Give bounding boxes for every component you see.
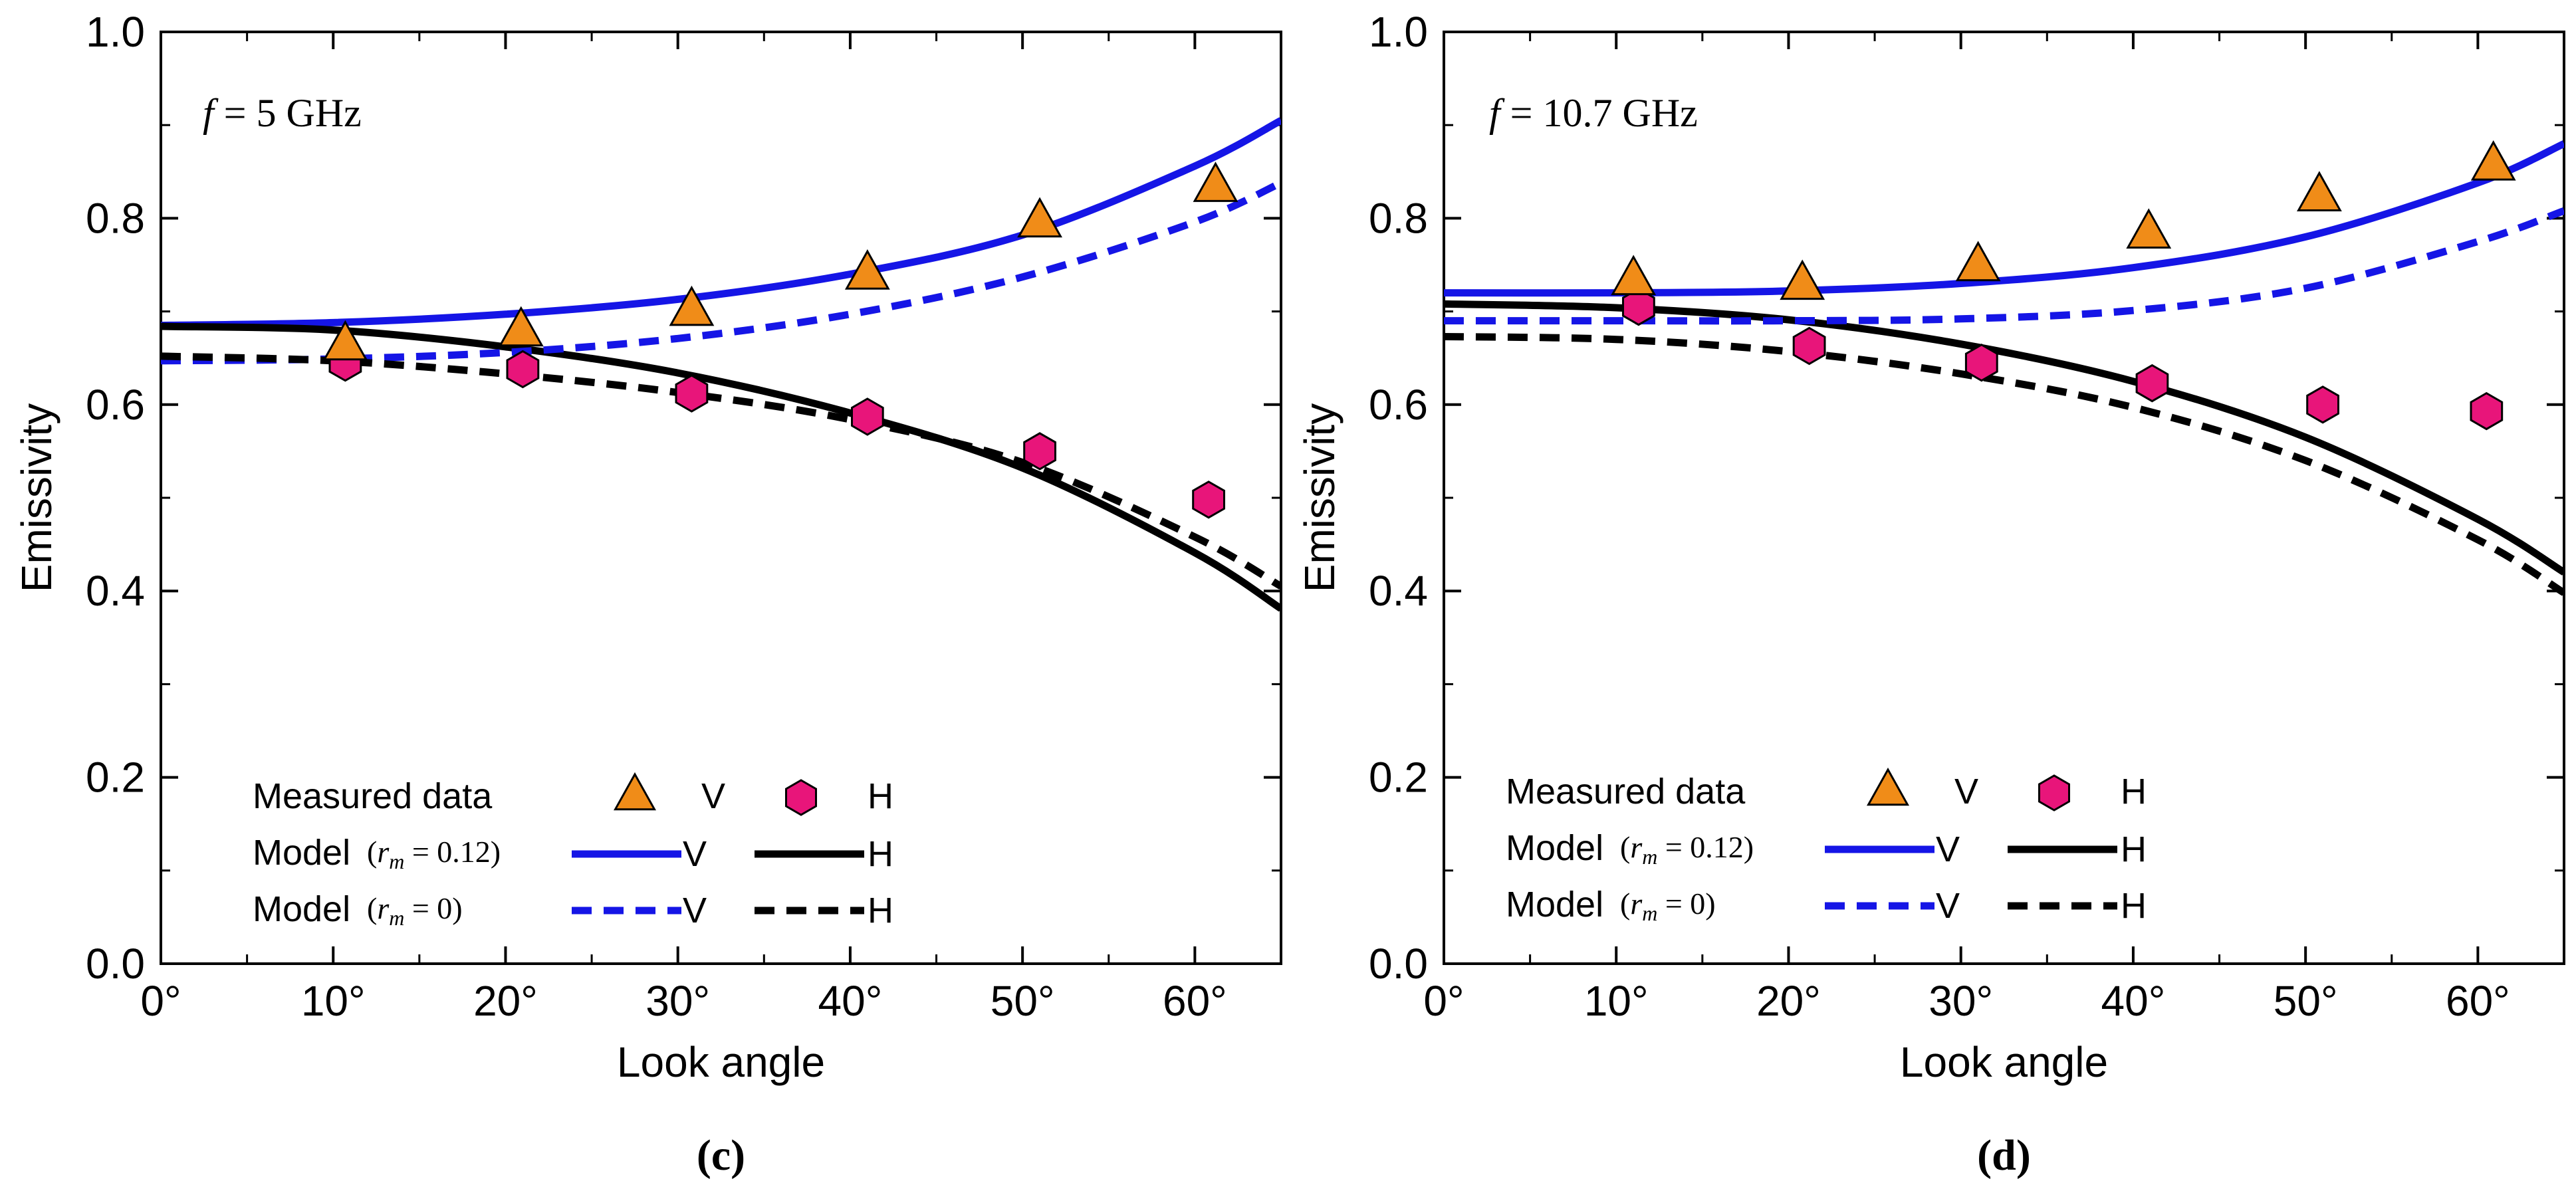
legend-model2-label: Model xyxy=(1506,885,1603,924)
measured-h-point xyxy=(2306,385,2339,424)
legend-model2-v-label: V xyxy=(1936,886,1960,926)
model-rm0-v-line xyxy=(1444,207,2564,325)
legend-model1-param: (rm = 0.12) xyxy=(367,835,501,873)
y-tick-label: 0.8 xyxy=(1369,194,1428,242)
measured-v-point xyxy=(1611,255,1657,296)
model-curves xyxy=(1444,140,2564,596)
measured-h-point xyxy=(1622,287,1655,326)
legend-model2-label: Model xyxy=(253,889,350,929)
measured-v-point xyxy=(844,249,890,290)
x-tick-label: 30° xyxy=(1929,977,1993,1025)
x-tick-label: 20° xyxy=(473,977,538,1025)
measured-h-point xyxy=(675,374,709,413)
legend-model2-h-label: H xyxy=(2121,886,2147,926)
chart-panel-d: 0.0 0.2 0.4 0.6 0.8 1.0 0° 10° 20° 30° 40° 50° 60° Lo… xyxy=(1296,8,2565,1180)
legend-model1-v-label: V xyxy=(1936,829,1960,869)
x-tick-label: 60° xyxy=(2446,977,2510,1025)
legend-model2-h-label: H xyxy=(868,891,893,930)
measured-v-point xyxy=(498,306,544,347)
measured-h-point xyxy=(1192,481,1225,519)
y-axis-title: Emissivity xyxy=(1296,403,1344,592)
y-tick-label: 0.6 xyxy=(1369,381,1428,429)
model-rm0-h-line xyxy=(161,352,1281,590)
y-tick-label: 1.0 xyxy=(1369,8,1428,56)
x-tick-label: 30° xyxy=(645,977,710,1025)
y-tick-label: 0.2 xyxy=(86,754,145,802)
legend-h-marker-icon xyxy=(2038,774,2070,811)
measured-h-point xyxy=(2470,391,2504,431)
legend-measured-label: Measured data xyxy=(253,776,493,816)
legend: Measured data V H Model (rm = 0.12) V H Model (r… xyxy=(1506,767,2147,926)
measured-v-point xyxy=(2126,208,2172,249)
measured-v-point xyxy=(2296,171,2342,211)
panel-label: (c) xyxy=(697,1131,745,1180)
x-tick-label: 0° xyxy=(1423,977,1464,1025)
legend-model1-h-label: H xyxy=(2121,829,2147,869)
measured-v-point xyxy=(322,320,368,361)
legend-measured-label: Measured data xyxy=(1506,772,1746,811)
legend-model1-v-label: V xyxy=(683,834,707,874)
legend-model1-h-label: H xyxy=(868,834,893,874)
legend-model1-label: Model xyxy=(1506,828,1603,868)
legend-h-label: H xyxy=(2121,772,2147,811)
legend-v-label: V xyxy=(701,776,725,816)
x-tick-label: 40° xyxy=(2101,977,2166,1025)
x-tick-label: 50° xyxy=(991,977,1055,1025)
model-rm012-v-line xyxy=(1444,140,2564,297)
measured-v-point xyxy=(669,285,715,326)
measured-h-point xyxy=(1964,343,1998,382)
model-rm0-v-line xyxy=(161,179,1281,365)
x-axis-title: Look angle xyxy=(617,1038,825,1086)
legend-v-marker-icon xyxy=(1866,767,1910,806)
legend: Measured data V H Model (rm = 0.12) V H Model (r… xyxy=(253,772,893,930)
x-tick-label: 0° xyxy=(140,977,181,1025)
legend-v-marker-icon xyxy=(613,772,657,811)
frequency-annotation: f = 10.7 GHz xyxy=(1489,91,1698,135)
y-tick-label: 0.0 xyxy=(1369,940,1428,988)
y-tick-label: 0.4 xyxy=(86,567,145,615)
measured-v-point xyxy=(1017,197,1062,238)
y-tick-label: 0.8 xyxy=(86,194,145,242)
y-tick-label: 0.4 xyxy=(1369,567,1428,615)
y-tick-label: 0.0 xyxy=(86,940,145,988)
y-axis-title: Emissivity xyxy=(13,403,60,592)
x-tick-label: 60° xyxy=(1163,977,1227,1025)
measured-h-point xyxy=(1023,432,1056,471)
legend-h-marker-icon xyxy=(785,779,817,816)
y-tick-label: 0.2 xyxy=(1369,754,1428,802)
measured-h-point xyxy=(851,397,884,436)
measured-v-point xyxy=(1193,162,1238,202)
x-tick-label: 50° xyxy=(2274,977,2338,1025)
frequency-annotation: f = 5 GHz xyxy=(203,91,362,135)
legend-model1-param: (rm = 0.12) xyxy=(1620,830,1754,869)
y-tick-label: 0.6 xyxy=(86,381,145,429)
x-tick-label: 20° xyxy=(1756,977,1821,1025)
x-axis-title: Look angle xyxy=(1900,1038,2108,1086)
model-rm012-h-line xyxy=(1444,300,2564,576)
legend-v-label: V xyxy=(1954,772,1978,811)
model-rm0-h-line xyxy=(1444,333,2564,596)
measured-h-point xyxy=(506,350,540,389)
y-tick-label: 1.0 xyxy=(86,8,145,56)
measured-h-point xyxy=(2135,364,2169,403)
measured-v-point xyxy=(2470,140,2516,181)
panel-label: (d) xyxy=(1977,1131,2031,1180)
legend-h-label: H xyxy=(868,776,893,816)
x-tick-label: 40° xyxy=(818,977,883,1025)
x-tick-label: 10° xyxy=(1584,977,1649,1025)
legend-model1-label: Model xyxy=(253,833,350,873)
x-tick-label: 10° xyxy=(301,977,366,1025)
measured-v-point xyxy=(1955,241,2001,282)
measured-v-point xyxy=(1780,259,1825,300)
legend-model2-param: (rm = 0) xyxy=(367,891,463,930)
legend-model2-param: (rm = 0) xyxy=(1620,887,1716,925)
measured-h-point xyxy=(1792,326,1826,366)
legend-model2-v-label: V xyxy=(683,891,707,930)
model-rm012-v-line xyxy=(161,117,1281,330)
chart-panel-c: 0.0 0.2 0.4 0.6 0.8 1.0 0° 10° 20° 30° 40° 50° 60° Lo… xyxy=(13,8,1282,1180)
